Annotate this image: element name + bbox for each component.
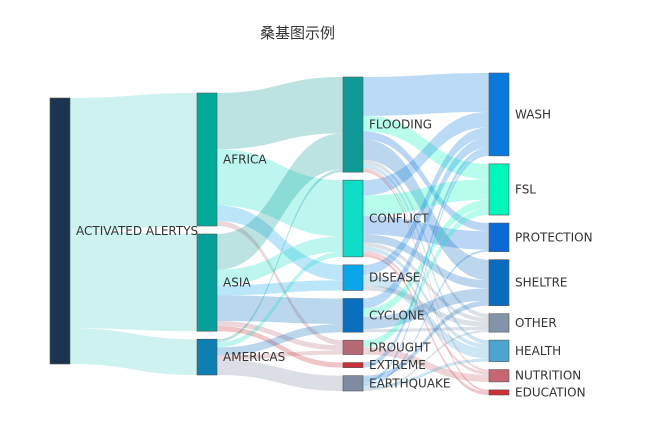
node-label-asia: ASIA	[223, 276, 251, 290]
node-label-flooding: FLOODING	[369, 118, 432, 132]
node-activated-alertys[interactable]	[49, 97, 71, 365]
link-conflict-to-fsl[interactable]	[363, 179, 489, 216]
node-label-cyclone: CYCLONE	[369, 308, 424, 322]
link-africa-to-drought[interactable]	[217, 220, 343, 346]
node-label-disease: DISEASE	[369, 271, 420, 285]
link-activated-alertys-to-americas[interactable]	[70, 328, 197, 375]
link-earthquake-to-sheltre[interactable]	[363, 300, 489, 381]
link-africa-to-conflict[interactable]	[217, 149, 343, 237]
node-africa[interactable]	[196, 92, 218, 227]
link-flooding-to-education[interactable]	[363, 170, 489, 392]
node-label-africa: AFRICA	[223, 153, 267, 167]
node-label-fsl: FSL	[515, 182, 536, 196]
link-africa-to-disease[interactable]	[217, 205, 343, 281]
link-extreme-to-wash[interactable]	[363, 147, 489, 368]
link-conflict-to-wash[interactable]	[363, 111, 489, 196]
labels-layer: ACTIVATED ALERTYS AFRICA ASIA AMERICAS FLOOD…	[76, 107, 593, 399]
link-americas-to-earthquake[interactable]	[217, 359, 343, 391]
link-asia-to-extreme[interactable]	[217, 326, 343, 368]
link-flooding-to-protection[interactable]	[363, 131, 489, 232]
node-label-conflict: CONFLICT	[369, 212, 429, 226]
link-drought-to-fsl[interactable]	[363, 207, 489, 348]
link-flooding-to-other[interactable]	[363, 159, 489, 318]
link-disease-to-other[interactable]	[363, 285, 489, 328]
link-cyclone-to-fsl[interactable]	[363, 199, 489, 317]
node-label-drought: DROUGHT	[369, 340, 431, 354]
link-cyclone-to-other[interactable]	[363, 327, 489, 333]
node-label-americas: AMERICAS	[223, 350, 285, 364]
node-label-health: HEALTH	[515, 344, 561, 358]
node-education[interactable]	[488, 389, 510, 396]
node-sheltre[interactable]	[488, 259, 510, 307]
link-disease-to-health[interactable]	[363, 275, 489, 359]
node-label-sheltre: SHELTRE	[515, 276, 568, 290]
link-flooding-to-sheltre[interactable]	[363, 139, 489, 281]
link-conflict-to-health[interactable]	[363, 246, 489, 349]
node-protection[interactable]	[488, 222, 510, 252]
link-cyclone-to-sheltre[interactable]	[363, 288, 489, 330]
link-earthquake-to-wash[interactable]	[363, 152, 489, 384]
node-label-activated-alertys: ACTIVATED ALERTYS	[76, 224, 198, 238]
chart-title: 桑基图示例	[259, 24, 335, 42]
link-flooding-to-fsl[interactable]	[363, 115, 489, 180]
link-conflict-to-education[interactable]	[363, 253, 489, 395]
node-earthquake[interactable]	[342, 375, 364, 392]
link-americas-to-drought[interactable]	[217, 350, 343, 360]
link-asia-to-conflict[interactable]	[217, 236, 343, 286]
node-disease[interactable]	[342, 264, 364, 291]
link-disease-to-wash[interactable]	[363, 127, 489, 276]
link-asia-to-flooding[interactable]	[217, 133, 343, 270]
node-label-protection: PROTECTION	[515, 230, 593, 244]
node-asia[interactable]	[196, 233, 218, 332]
link-flooding-to-nutrition[interactable]	[363, 168, 489, 372]
node-label-extreme: EXTREME	[369, 358, 426, 372]
node-wash[interactable]	[488, 72, 510, 157]
node-fsl[interactable]	[488, 163, 510, 216]
node-health[interactable]	[488, 339, 510, 362]
link-asia-to-cyclone[interactable]	[217, 295, 343, 325]
node-label-earthquake: EARTHQUAKE	[369, 376, 451, 390]
link-flooding-to-health[interactable]	[363, 163, 489, 345]
links-layer	[70, 73, 489, 395]
link-activated-alertys-to-africa[interactable]	[70, 93, 197, 231]
node-other[interactable]	[488, 313, 510, 333]
node-label-education: EDUCATION	[515, 385, 586, 399]
link-conflict-to-other[interactable]	[363, 242, 489, 322]
link-activated-alertys-to-asia[interactable]	[70, 231, 197, 332]
link-earthquake-to-other[interactable]	[363, 330, 489, 391]
link-asia-to-drought[interactable]	[217, 320, 343, 351]
link-americas-to-flooding[interactable]	[217, 169, 343, 343]
link-africa-to-flooding[interactable]	[217, 77, 343, 150]
link-americas-to-conflict[interactable]	[217, 251, 343, 348]
node-conflict[interactable]	[342, 179, 364, 258]
link-conflict-to-sheltre[interactable]	[363, 234, 489, 289]
link-conflict-to-protection[interactable]	[363, 215, 489, 250]
link-asia-to-disease[interactable]	[217, 280, 343, 296]
link-earthquake-to-health[interactable]	[363, 358, 489, 389]
node-label-other: OTHER	[515, 316, 557, 330]
link-flooding-to-wash[interactable]	[363, 73, 489, 116]
node-label-nutrition: NUTRITION	[515, 369, 581, 383]
node-cyclone[interactable]	[342, 298, 364, 333]
link-conflict-to-nutrition[interactable]	[363, 250, 489, 375]
nodes-layer	[49, 72, 510, 396]
link-drought-to-nutrition[interactable]	[363, 347, 489, 382]
node-flooding[interactable]	[342, 76, 364, 173]
node-drought[interactable]	[342, 339, 364, 355]
node-extreme[interactable]	[342, 362, 364, 368]
node-americas[interactable]	[196, 338, 218, 376]
node-nutrition[interactable]	[488, 369, 510, 383]
node-label-wash: WASH	[515, 107, 551, 121]
link-earthquake-to-protection[interactable]	[363, 249, 489, 386]
link-cyclone-to-wash[interactable]	[363, 137, 489, 309]
link-americas-to-cyclone[interactable]	[217, 324, 343, 356]
